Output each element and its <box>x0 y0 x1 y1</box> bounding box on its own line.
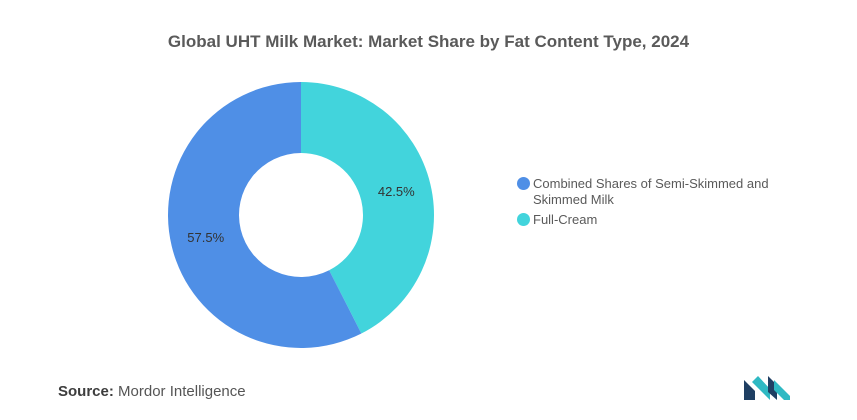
donut-slices <box>168 82 435 348</box>
source-value: Mordor Intelligence <box>118 383 246 400</box>
donut-value-labels: 42.5% 57.5% <box>187 184 415 245</box>
legend-label-full-cream: Full-Cream <box>533 212 598 227</box>
legend-swatch-full-cream <box>517 213 530 226</box>
donut-slice-0[interactable] <box>168 82 362 348</box>
source-footer: Source: Mordor Intelligence <box>58 383 246 400</box>
legend-item-semi-skimmed[interactable]: Combined Shares of Semi-Skimmed and Skim… <box>517 176 807 208</box>
donut-value-label-1: 42.5% <box>378 184 415 199</box>
donut-slice-1[interactable] <box>301 82 435 334</box>
chart-legend: Combined Shares of Semi-Skimmed and Skim… <box>517 176 807 232</box>
legend-label-semi-skimmed: Combined Shares of Semi-Skimmed and Skim… <box>533 176 769 207</box>
legend-swatch-semi-skimmed <box>517 177 530 190</box>
legend-item-full-cream[interactable]: Full-Cream <box>517 212 807 228</box>
chart-title: Global UHT Milk Market: Market Share by … <box>167 32 690 51</box>
source-label: Source: <box>58 383 114 400</box>
mordor-logo-icon <box>744 376 790 400</box>
donut-value-label-0: 57.5% <box>187 230 224 245</box>
